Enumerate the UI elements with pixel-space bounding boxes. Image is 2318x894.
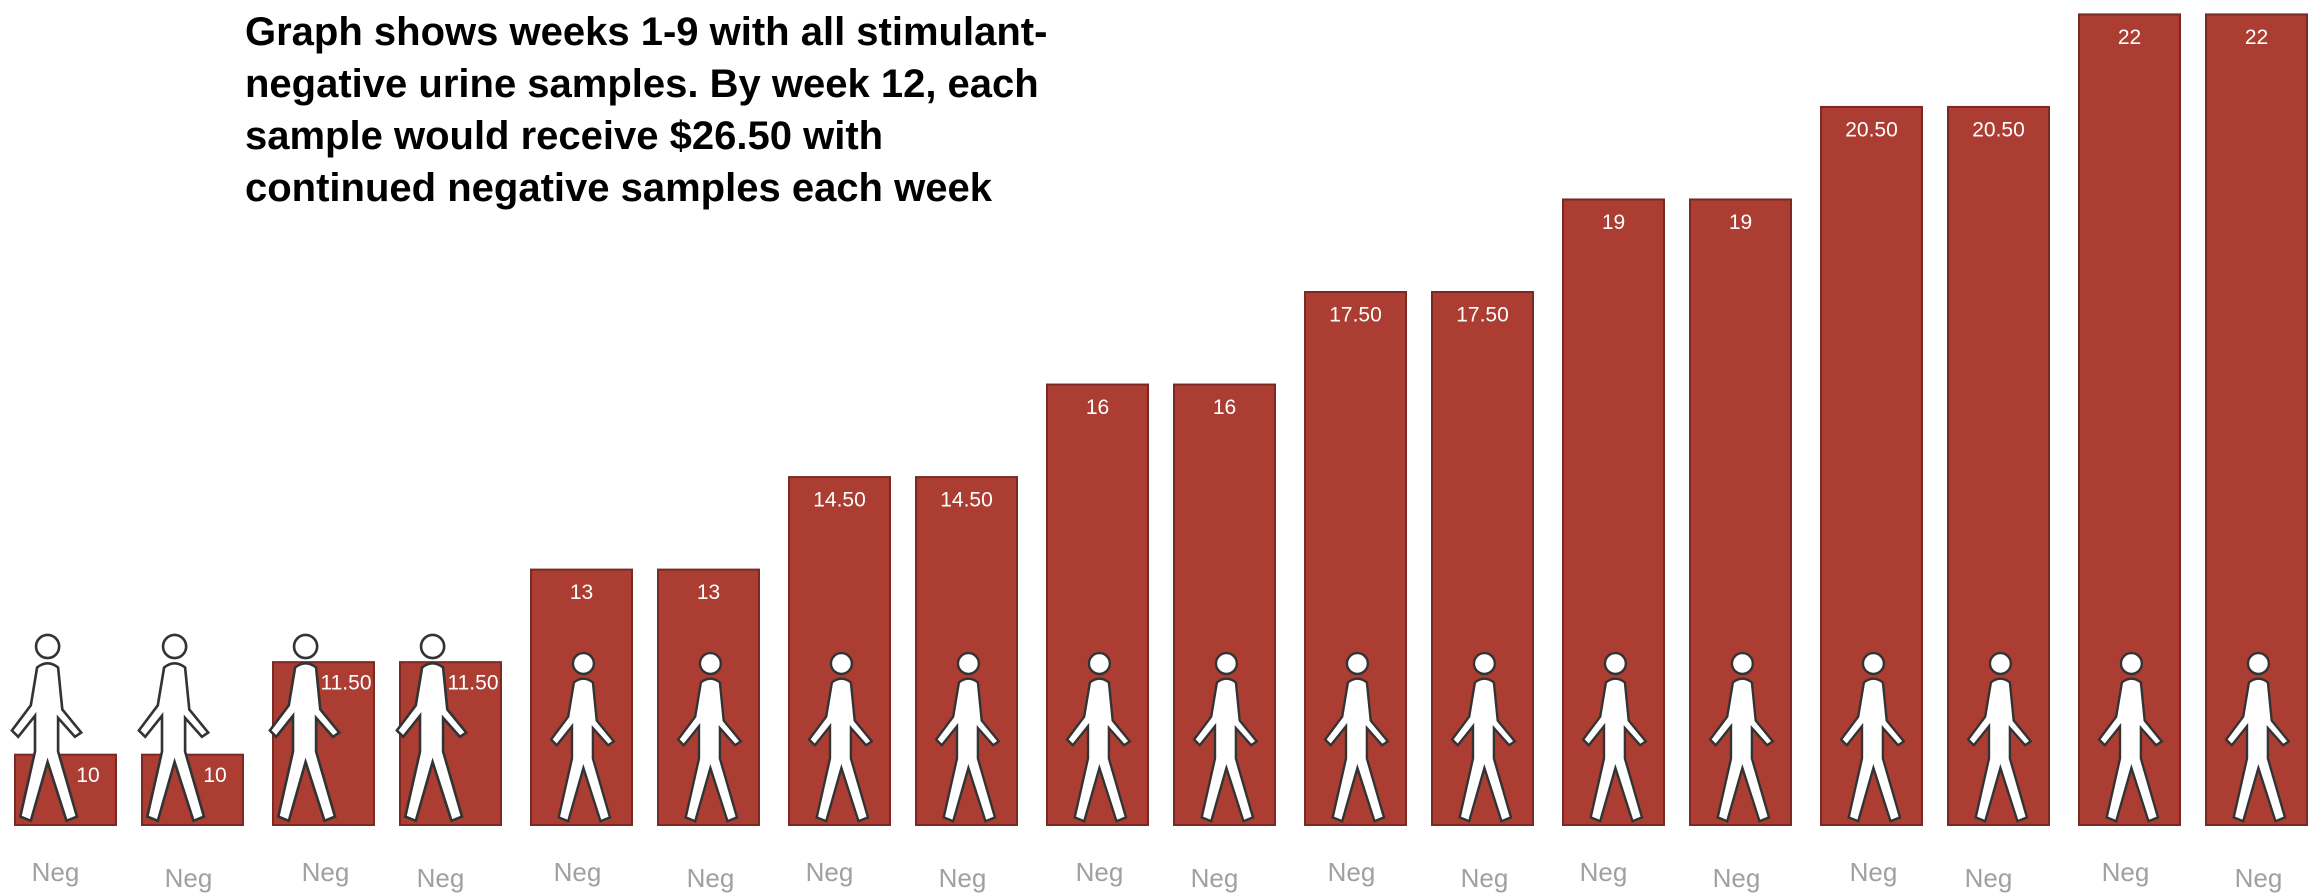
walking-figure (268, 633, 342, 823)
walking-figure (395, 633, 469, 823)
figure-body (10, 661, 84, 823)
value-label: 19 (1602, 211, 1625, 234)
x-tick-label: Neg (165, 863, 213, 893)
value-label: 16 (1086, 396, 1109, 419)
x-tick-label: Neg (1461, 863, 1509, 893)
x-tick-label: Neg (1191, 863, 1239, 893)
value-label: 13 (570, 581, 593, 604)
figure-body (1065, 677, 1132, 823)
figure-body (1323, 677, 1390, 823)
value-label: 19 (1729, 211, 1752, 234)
value-label: 22 (2245, 26, 2268, 49)
figure-body (1192, 677, 1259, 823)
x-tick-label: Neg (554, 857, 602, 887)
walking-figure (137, 633, 211, 823)
walking-figure (549, 651, 616, 823)
walking-figure (2224, 651, 2291, 823)
figure-head (1603, 651, 1628, 676)
value-label: 17.50 (1456, 304, 1509, 327)
figure-body (1839, 677, 1906, 823)
figure-body (2224, 677, 2291, 823)
value-label: 13 (697, 581, 720, 604)
walking-figure (10, 633, 84, 823)
x-tick-label: Neg (939, 863, 987, 893)
figure-body (1966, 677, 2033, 823)
figure-head (1861, 651, 1886, 676)
figure-body (1450, 677, 1517, 823)
walking-figure (676, 651, 743, 823)
walking-figure (2097, 651, 2164, 823)
walking-figure (1065, 651, 1132, 823)
walking-figure (1839, 651, 1906, 823)
x-tick-label: Neg (1328, 857, 1376, 887)
figure-body (1581, 677, 1648, 823)
figure-head (698, 651, 723, 676)
x-tick-label: Neg (2102, 857, 2150, 887)
figure-head (419, 633, 446, 660)
walking-figure (1450, 651, 1517, 823)
value-label: 17.50 (1329, 304, 1382, 327)
figure-head (1988, 651, 2013, 676)
x-tick-label: Neg (32, 857, 80, 887)
figure-head (571, 651, 596, 676)
x-tick-label: Neg (2235, 863, 2283, 893)
walking-figure (1323, 651, 1390, 823)
x-tick-label: Neg (1850, 857, 1898, 887)
value-label: 16 (1213, 396, 1236, 419)
figure-body (676, 677, 743, 823)
figure-head (1472, 651, 1497, 676)
value-label: 10 (203, 764, 226, 787)
figure-body (934, 677, 1001, 823)
value-label: 20.50 (1972, 118, 2025, 141)
value-label: 20.50 (1845, 118, 1898, 141)
value-label: 14.50 (940, 489, 993, 512)
figure-head (292, 633, 319, 660)
figure-head (2119, 651, 2144, 676)
figure-body (395, 661, 469, 823)
figure-body (1708, 677, 1775, 823)
value-label: 11.50 (321, 672, 372, 695)
walking-figure (1581, 651, 1648, 823)
walking-figure (934, 651, 1001, 823)
figure-body (268, 661, 342, 823)
figure-head (956, 651, 981, 676)
walking-figure (1192, 651, 1259, 823)
x-tick-label: Neg (1076, 857, 1124, 887)
value-label: 22 (2118, 26, 2141, 49)
value-label: 14.50 (813, 489, 866, 512)
value-label: 10 (76, 764, 99, 787)
figure-head (829, 651, 854, 676)
figure-body (807, 677, 874, 823)
figure-body (549, 677, 616, 823)
walking-figure (807, 651, 874, 823)
x-tick-label: Neg (1713, 863, 1761, 893)
figure-head (2246, 651, 2271, 676)
figure-head (1730, 651, 1755, 676)
figure-body (2097, 677, 2164, 823)
x-tick-label: Neg (1965, 863, 2013, 893)
x-tick-label: Neg (417, 863, 465, 893)
chart-title: Graph shows weeks 1-9 with all stimulant… (245, 10, 1048, 210)
figure-head (1087, 651, 1112, 676)
value-label: 11.50 (448, 672, 499, 695)
figure-head (161, 633, 188, 660)
figure-head (34, 633, 61, 660)
x-tick-label: Neg (806, 857, 854, 887)
figure-head (1345, 651, 1370, 676)
x-tick-label: Neg (687, 863, 735, 893)
x-tick-label: Neg (302, 857, 350, 887)
walking-figure (1708, 651, 1775, 823)
figure-body (137, 661, 211, 823)
walking-figure (1966, 651, 2033, 823)
figure-head (1214, 651, 1239, 676)
x-tick-label: Neg (1580, 857, 1628, 887)
